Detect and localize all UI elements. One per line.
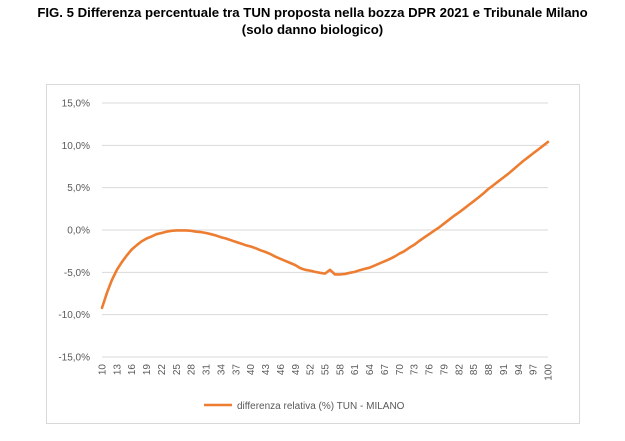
x-tick-label: 46 <box>276 364 287 376</box>
x-tick-label: 34 <box>216 364 227 376</box>
x-tick-label: 91 <box>499 364 510 376</box>
x-tick-label: 67 <box>380 364 391 376</box>
x-tick-label: 94 <box>514 364 525 376</box>
x-tick-label: 85 <box>469 364 480 376</box>
plot-area <box>100 140 550 310</box>
x-tick-label: 79 <box>439 364 450 376</box>
x-tick-label: 97 <box>529 364 540 376</box>
x-tick-label: 70 <box>395 364 406 376</box>
gridlines <box>102 102 548 358</box>
chart-title-line2: (solo danno biologico) <box>241 22 384 37</box>
x-tick-label: 55 <box>321 364 332 376</box>
chart-area <box>46 84 580 424</box>
x-tick-label: 100 <box>544 364 555 381</box>
x-tick-label: 31 <box>202 364 213 376</box>
y-tick-label: -5,0% <box>64 268 90 279</box>
y-tick-label: 5,0% <box>67 183 90 194</box>
x-tick-label: 43 <box>261 364 272 376</box>
y-tick-label: -15,0% <box>58 353 90 364</box>
x-tick-label: 25 <box>172 364 183 376</box>
legend-label: differenza relativa (%) TUN - MILANO <box>237 401 405 412</box>
x-tick-label: 10 <box>98 364 109 376</box>
x-tick-label: 28 <box>187 364 198 376</box>
x-axis-ticks: 10 13 16 19 22 25 28 31 34 37 40 43 46 49 52 55 58 61 64 67… <box>98 364 555 381</box>
y-tick-label: -10,0% <box>58 310 90 321</box>
x-tick-label: 40 <box>246 364 257 376</box>
x-tick-label: 76 <box>425 364 436 376</box>
x-tick-label: 88 <box>484 364 495 376</box>
y-tick-label: 15,0% <box>62 99 90 110</box>
x-tick-label: 58 <box>335 364 346 376</box>
y-axis-ticks: 15,0% 10,0% 5,0% 0,0% -5,0% -10,0% -15,0% <box>58 99 90 364</box>
x-tick-label: 82 <box>454 364 465 376</box>
x-tick-label: 61 <box>350 364 361 376</box>
chart-title-line1: FIG. 5 Differenza percentuale tra TUN pr… <box>37 5 588 20</box>
chart-title: FIG. 5 Differenza percentuale tra TUN pr… <box>0 4 625 38</box>
x-tick-label: 37 <box>231 364 242 376</box>
x-tick-label: 22 <box>157 364 168 376</box>
x-tick-label: 64 <box>365 364 376 376</box>
y-tick-label: 10,0% <box>62 141 90 152</box>
y-tick-label: 0,0% <box>67 226 90 237</box>
x-tick-label: 16 <box>127 364 138 376</box>
x-tick-label: 49 <box>291 364 302 376</box>
x-tick-label: 19 <box>142 364 153 376</box>
legend: differenza relativa (%) TUN - MILANO <box>204 401 405 412</box>
x-tick-label: 52 <box>306 364 317 376</box>
series-line <box>100 140 550 310</box>
x-tick-label: 73 <box>410 364 421 376</box>
x-tick-label: 13 <box>112 364 123 376</box>
